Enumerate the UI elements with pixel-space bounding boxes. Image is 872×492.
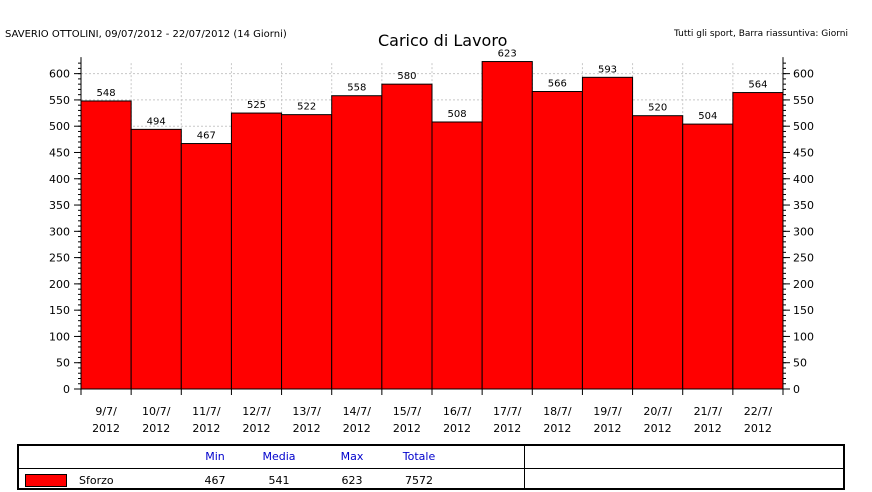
bar <box>581 76 634 390</box>
chart-title: Carico di Lavoro <box>378 31 508 50</box>
bar <box>682 123 734 390</box>
summary-row-divider <box>19 468 843 469</box>
bar <box>281 114 333 390</box>
report-header-left: SAVERIO OTTOLINI, 09/07/2012 - 22/07/201… <box>5 29 287 40</box>
y-tick-label-right: 200 <box>793 278 814 291</box>
data-label: 566 <box>548 79 567 90</box>
y-tick-label-right: 350 <box>793 199 814 212</box>
x-tick-label: 17/7/2012 <box>493 405 522 435</box>
data-label: 623 <box>498 49 517 60</box>
data-label: 593 <box>598 64 617 75</box>
y-tick-label-right: 0 <box>793 383 800 396</box>
summary-value-min: 467 <box>204 474 226 487</box>
x-tick-label: 13/7/2012 <box>292 405 321 435</box>
bar <box>230 112 283 390</box>
x-tick-label: 18/7/2012 <box>543 405 572 435</box>
x-tick-label: 15/7/2012 <box>393 405 422 435</box>
report-header-right: Tutti gli sport, Barra riassuntiva: Gior… <box>674 29 848 39</box>
y-tick-label-left: 150 <box>49 304 70 317</box>
y-tick-label-right: 50 <box>793 357 807 370</box>
x-tick-label: 22/7/2012 <box>744 405 773 435</box>
bar <box>732 92 784 390</box>
y-tick-label-right: 300 <box>793 225 814 238</box>
summary-header-min: Min <box>205 450 225 463</box>
y-tick-label-left: 0 <box>63 383 70 396</box>
bar <box>80 100 132 390</box>
y-tick-label-right: 100 <box>793 330 814 343</box>
x-tick-label: 12/7/2012 <box>242 405 271 435</box>
y-tick-label-left: 550 <box>49 94 70 107</box>
summary-value-mean: 541 <box>268 474 290 487</box>
data-label: 520 <box>648 103 667 114</box>
data-label: 558 <box>347 83 366 94</box>
data-label: 564 <box>748 80 767 91</box>
data-label: 508 <box>448 109 467 120</box>
bar <box>531 91 583 390</box>
x-tick-label: 10/7/2012 <box>142 405 171 435</box>
summary-header-mean: Media <box>262 450 296 463</box>
bar <box>331 95 383 390</box>
data-label: 467 <box>197 131 216 142</box>
data-label: 525 <box>247 100 266 111</box>
y-tick-label-left: 50 <box>56 357 70 370</box>
y-tick-label-left: 100 <box>49 330 70 343</box>
bar <box>130 128 182 390</box>
y-tick-label-left: 400 <box>49 173 70 186</box>
y-tick-label-left: 200 <box>49 278 70 291</box>
x-tick-label: 21/7/2012 <box>694 405 723 435</box>
bar <box>481 61 533 390</box>
x-tick-label: 9/7/2012 <box>92 405 120 435</box>
data-label: 504 <box>698 111 717 122</box>
y-tick-label-right: 600 <box>793 68 814 81</box>
data-label: 548 <box>97 88 116 99</box>
bar <box>632 115 684 390</box>
bar <box>180 143 232 390</box>
y-tick-label-right: 550 <box>793 94 814 107</box>
y-tick-label-right: 150 <box>793 304 814 317</box>
summary-value-total: 7572 <box>405 474 433 487</box>
y-tick-label-left: 250 <box>49 252 70 265</box>
x-tick-label: 19/7/2012 <box>593 405 622 435</box>
series-name: Sforzo <box>79 474 114 487</box>
data-label: 494 <box>147 116 166 127</box>
x-tick-label: 14/7/2012 <box>343 405 372 435</box>
y-tick-label-left: 300 <box>49 225 70 238</box>
bar <box>431 121 483 390</box>
y-tick-label-left: 500 <box>49 120 70 133</box>
y-tick-label-right: 250 <box>793 252 814 265</box>
y-tick-label-left: 350 <box>49 199 70 212</box>
x-tick-label: 16/7/2012 <box>443 405 472 435</box>
summary-table: Min Media Max Totale Sforzo 467 541 623 … <box>17 444 845 490</box>
summary-column-divider <box>524 446 525 488</box>
summary-value-max: 623 <box>341 474 363 487</box>
y-tick-label-right: 450 <box>793 146 814 159</box>
y-tick-label-right: 500 <box>793 120 814 133</box>
data-label: 580 <box>397 71 416 82</box>
series-color-swatch <box>25 474 67 487</box>
x-tick-label: 20/7/2012 <box>643 405 672 435</box>
y-tick-label-left: 450 <box>49 146 70 159</box>
y-tick-label-left: 600 <box>49 68 70 81</box>
x-tick-label: 11/7/2012 <box>192 405 221 435</box>
y-tick-label-right: 400 <box>793 173 814 186</box>
bar <box>381 83 433 390</box>
summary-header-total: Totale <box>402 450 436 463</box>
data-label: 522 <box>297 102 316 113</box>
summary-header-max: Max <box>340 450 364 463</box>
